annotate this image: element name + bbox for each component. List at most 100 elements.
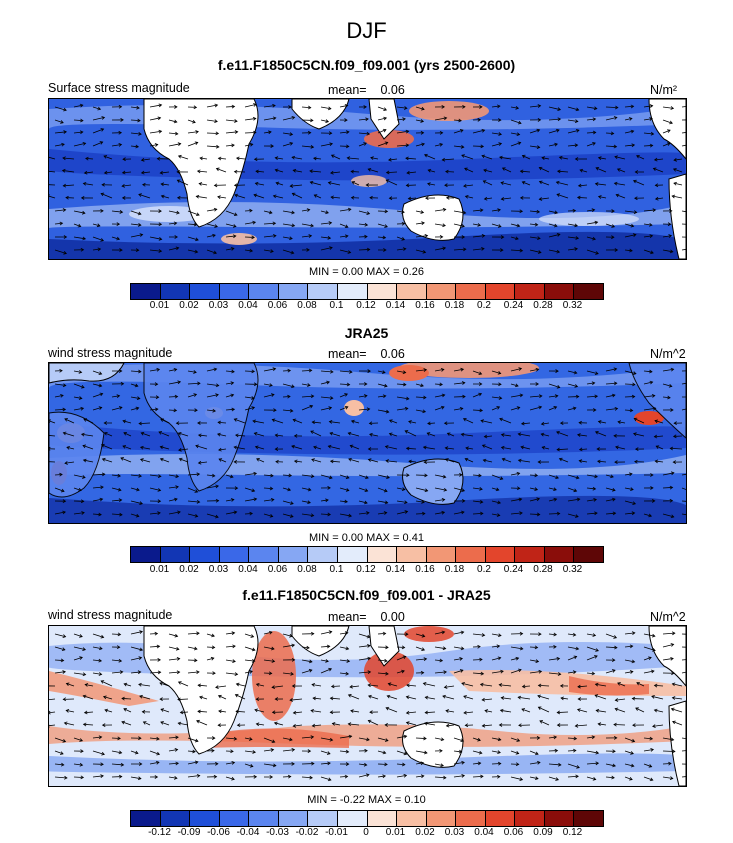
- wind-vector-head: [197, 381, 201, 386]
- wind-vector: [92, 633, 104, 638]
- wind-vector: [423, 682, 436, 687]
- wind-vector: [339, 500, 348, 503]
- wind-vector: [662, 632, 675, 635]
- wind-vector: [368, 720, 379, 726]
- wind-vector-head: [388, 419, 393, 423]
- wind-vector: [54, 633, 66, 638]
- wind-vector: [377, 223, 388, 228]
- wind-vector: [529, 223, 538, 226]
- wind-vector: [92, 659, 102, 662]
- wind-vector-head: [348, 513, 352, 518]
- wind-vector-head: [593, 106, 598, 111]
- wind-vector: [140, 458, 151, 463]
- wind-vector: [263, 222, 276, 225]
- wind-vector: [396, 511, 408, 515]
- wind-vector: [662, 643, 674, 648]
- wind-vector-head: [648, 656, 652, 660]
- wind-vector: [529, 249, 541, 253]
- wind-vector-head: [215, 761, 219, 766]
- wind-vector: [168, 368, 177, 372]
- wind-vector: [92, 407, 102, 411]
- wind-vector-head: [498, 633, 502, 638]
- wind-vector: [586, 236, 596, 240]
- wind-vector-head: [535, 367, 540, 372]
- colorbar-tick-label: 0.28: [533, 564, 553, 575]
- wind-vector: [377, 750, 386, 754]
- wind-vector-head: [554, 142, 558, 147]
- wind-vector: [491, 633, 502, 637]
- wind-vector-head: [62, 407, 67, 412]
- wind-vector-head: [668, 761, 672, 766]
- wind-vector-head: [82, 236, 87, 241]
- wind-vector: [49, 711, 56, 714]
- wind-vector: [349, 685, 360, 688]
- wind-vector: [491, 670, 504, 674]
- wind-vector: [225, 394, 234, 398]
- wind-vector-head: [500, 433, 505, 437]
- wind-vector-head: [210, 656, 215, 661]
- wind-vector-head: [174, 748, 179, 752]
- wind-vector-head: [157, 511, 161, 516]
- panel-3-colorbar-ticks: -0.12 -0.09 -0.06 -0.04 -0.03 -0.02 -0.01 0 0.01…: [130, 827, 604, 841]
- wind-vector-head: [631, 511, 636, 516]
- wind-vector-head: [160, 721, 164, 725]
- wind-vector-head: [385, 409, 390, 414]
- wind-vector-head: [535, 659, 540, 663]
- wind-vector-head: [535, 776, 539, 781]
- wind-vector: [548, 223, 558, 227]
- wind-vector: [313, 446, 322, 450]
- wind-vector: [320, 119, 329, 123]
- wind-vector-head: [406, 683, 410, 688]
- wind-vector-head: [442, 207, 447, 212]
- wind-vector: [681, 144, 686, 147]
- wind-vector-head: [291, 684, 296, 688]
- wind-vector-head: [653, 683, 658, 688]
- wind-vector-head: [120, 457, 124, 461]
- wind-vector-head: [177, 380, 182, 385]
- wind-vector-head: [193, 222, 198, 227]
- wind-vector-head: [326, 644, 331, 649]
- colorbar-tick-label: -0.04: [236, 827, 260, 838]
- wind-vector-head: [253, 103, 257, 107]
- wind-vector: [472, 248, 485, 251]
- wind-vector: [235, 434, 246, 437]
- colorbar-swatch: [426, 284, 457, 299]
- wind-vector-head: [612, 487, 616, 492]
- wind-vector: [54, 474, 63, 476]
- wind-vector: [405, 430, 417, 437]
- wind-vector: [491, 132, 502, 135]
- wind-vector-head: [291, 748, 296, 752]
- wind-vector: [320, 513, 331, 515]
- wind-vector-head: [291, 444, 295, 449]
- wind-vector-head: [553, 406, 558, 410]
- wind-vector-head: [496, 104, 501, 109]
- wind-vector-head: [424, 488, 429, 493]
- wind-vector: [168, 119, 177, 123]
- wind-vector-head: [156, 156, 161, 161]
- wind-vector: [396, 500, 408, 503]
- figure-title: DJF: [346, 18, 387, 43]
- wind-vector: [244, 659, 255, 662]
- wind-vector-head: [671, 194, 676, 199]
- wind-vector: [138, 683, 151, 687]
- wind-vector-head: [592, 486, 597, 491]
- wind-vector-head: [613, 381, 618, 386]
- wind-vector: [672, 721, 683, 726]
- wind-vector: [579, 460, 588, 463]
- wind-vector: [339, 474, 349, 479]
- wind-vector: [415, 750, 428, 754]
- wind-vector: [73, 104, 83, 108]
- colorbar-swatch: [397, 284, 427, 299]
- wind-vector-head: [197, 421, 201, 425]
- panel-1-colorbar-ticks: 0.01 0.02 0.03 0.04 0.06 0.08 0.1 0.12 0.14 0.16 0…: [130, 300, 604, 314]
- wind-vector: [130, 776, 141, 780]
- wind-vector-head: [446, 432, 451, 436]
- wind-vector-head: [439, 748, 443, 753]
- wind-vector: [130, 396, 140, 399]
- wind-vector-head: [135, 248, 140, 253]
- wind-vector: [54, 119, 64, 124]
- wind-vector-head: [159, 457, 164, 462]
- wind-vector-head: [344, 631, 349, 635]
- wind-vector-head: [119, 210, 124, 214]
- wind-vector-head: [99, 497, 104, 502]
